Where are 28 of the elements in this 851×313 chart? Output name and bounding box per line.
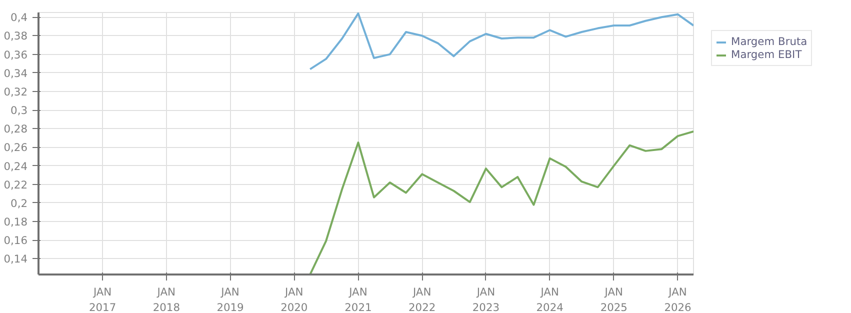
x-tick-label: JAN 2017 [88, 286, 116, 313]
y-tick-label: 0,34 [4, 66, 28, 80]
x-tick-label: JAN 2023 [472, 286, 500, 313]
y-tick-label: 0,4 [10, 11, 28, 24]
x-tick-label: JAN 2019 [216, 286, 244, 313]
y-tick-label: 0,32 [4, 85, 28, 98]
x-tick-label: JAN 2024 [536, 286, 564, 313]
y-tick-label: 0,3 [10, 104, 28, 118]
x-tick-label: JAN 2022 [408, 286, 436, 313]
legend-label: Margem EBIT [731, 48, 802, 61]
x-tick-label: JAN 2021 [344, 286, 372, 313]
x-tick-label: JAN 2018 [152, 286, 180, 313]
y-tick-label: 0,2 [10, 196, 28, 210]
y-tick-label: 0,18 [4, 216, 28, 229]
y-tick-label: 0,16 [4, 234, 28, 248]
y-tick-label: 0,22 [4, 178, 28, 192]
y-tick-label: 0,28 [4, 122, 28, 136]
legend-label: Margem Bruta [731, 35, 808, 48]
y-tick-label: 0,24 [4, 160, 28, 173]
line-series [309, 130, 694, 274]
y-tick-label: 0,36 [4, 48, 28, 62]
x-tick-label: JAN 2025 [600, 286, 628, 313]
y-tick-label: 0,14 [4, 252, 28, 266]
y-tick-label: 0,26 [4, 141, 28, 154]
y-tick-label: 0,38 [4, 30, 28, 43]
x-tick-label: JAN 2026 [664, 286, 692, 313]
line-series [309, 12, 694, 70]
x-tick-label: JAN 2020 [280, 286, 308, 313]
